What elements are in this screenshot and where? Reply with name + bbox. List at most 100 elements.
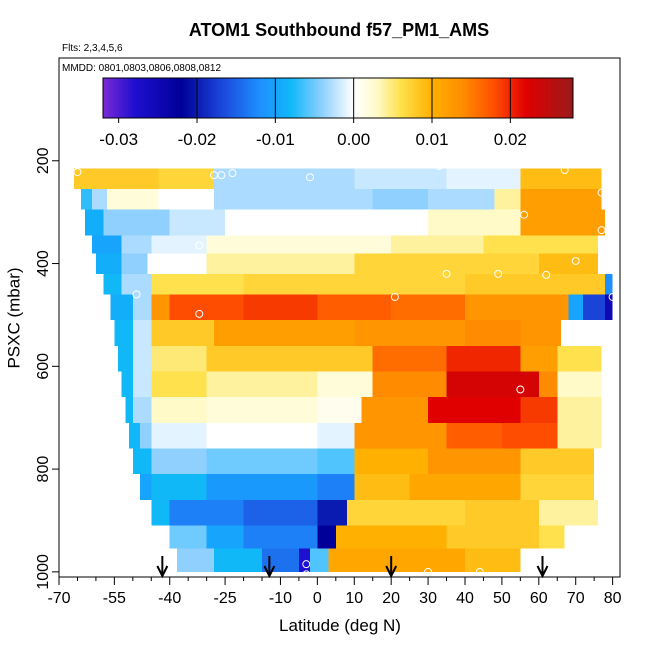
colorbar-swatch <box>380 78 384 118</box>
colorbar-swatch <box>123 78 127 118</box>
heatmap-cell <box>464 499 539 526</box>
heatmap-cell <box>206 345 373 372</box>
colorbar-swatch <box>365 78 369 118</box>
heatmap-cell <box>446 168 521 190</box>
heatmap-cell <box>243 499 318 526</box>
colorbar-swatch <box>168 78 172 118</box>
heatmap-cell <box>151 448 207 475</box>
colorbar-swatch <box>535 78 539 118</box>
colorbar-swatch <box>518 78 522 118</box>
colorbar-swatch <box>513 78 517 118</box>
dates-label: MMDD: 0801,0803,0806,0808,0812 <box>62 63 221 74</box>
heatmap-cell <box>520 448 595 475</box>
heatmap-cell <box>73 168 159 190</box>
heatmap-cell <box>372 345 447 372</box>
colorbar-swatch <box>423 78 427 118</box>
colorbar-swatch <box>135 78 139 118</box>
colorbar-swatch <box>490 78 494 118</box>
colorbar-swatch <box>120 78 124 118</box>
sample-point <box>560 166 569 175</box>
heatmap-cell <box>464 273 606 295</box>
y-tick-label: 200 <box>35 147 52 174</box>
arrow-head <box>263 565 276 579</box>
colorbar-swatch <box>238 78 242 118</box>
heatmap-cell <box>177 548 215 572</box>
heatmap-cell <box>206 525 244 549</box>
colorbar-swatch <box>353 78 357 118</box>
heatmap-cell <box>206 235 392 254</box>
colorbar-swatch <box>415 78 419 118</box>
colorbar-swatch <box>215 78 219 118</box>
heatmap-cell <box>520 209 606 236</box>
heatmap-cell <box>317 209 429 236</box>
heatmap-cell <box>538 371 558 398</box>
heatmap-cell <box>140 474 152 500</box>
colorbar-swatch <box>278 78 282 118</box>
colorbar-swatch <box>470 78 474 118</box>
colorbar-swatch <box>400 78 404 118</box>
x-tick-label: 60 <box>530 590 548 607</box>
colorbar-swatch <box>545 78 549 118</box>
colorbar-swatch <box>340 78 344 118</box>
colorbar-swatch <box>143 78 147 118</box>
x-tick-label: -40 <box>158 590 181 607</box>
chart-title: ATOM1 Southbound f57_PM1_AMS <box>189 20 489 40</box>
colorbar-swatch <box>295 78 299 118</box>
heatmap-cell <box>317 371 373 398</box>
colorbar-swatch <box>115 78 119 118</box>
colorbar-swatch <box>328 78 332 118</box>
colorbar-swatch <box>460 78 464 118</box>
colorbar-swatch <box>425 78 429 118</box>
colorbar-swatch <box>408 78 412 118</box>
colorbar-swatch <box>283 78 287 118</box>
colorbar-swatch <box>158 78 162 118</box>
colorbar-swatch <box>110 78 114 118</box>
colorbar-tick-label: -0.03 <box>99 130 138 149</box>
colorbar-swatch <box>173 78 177 118</box>
heatmap-cell <box>557 371 602 398</box>
colorbar-swatch <box>148 78 152 118</box>
colorbar-swatch <box>205 78 209 118</box>
sample-point <box>435 161 444 170</box>
heatmap-cell <box>151 422 207 449</box>
colorbar-swatch <box>483 78 487 118</box>
heatmap-cell <box>206 397 318 423</box>
heatmap-cell <box>538 525 565 549</box>
heatmap-cell <box>129 422 141 449</box>
heatmap-cell <box>158 168 215 190</box>
heatmap-cell <box>151 345 207 372</box>
heatmap-cell <box>132 397 152 423</box>
colorbar-swatch <box>163 78 167 118</box>
colorbar-swatch <box>428 78 432 118</box>
heatmap-cell <box>346 499 465 526</box>
colorbar-swatch <box>125 78 129 118</box>
colorbar-swatch <box>323 78 327 118</box>
sample-point <box>73 168 82 177</box>
heatmap-cell <box>391 235 484 254</box>
colorbar-swatch <box>333 78 337 118</box>
x-tick-label: -10 <box>269 590 292 607</box>
heatmap-cell <box>132 371 152 398</box>
heatmap-cell <box>261 548 299 572</box>
heatmap-cell <box>151 273 244 295</box>
heatmap-cell <box>520 548 532 572</box>
colorbar-swatch <box>533 78 537 118</box>
colorbar-swatch <box>478 78 482 118</box>
colorbar-swatch <box>405 78 409 118</box>
colorbar-swatch <box>378 78 382 118</box>
heatmap-cell <box>298 548 310 572</box>
colorbar-swatch <box>260 78 264 118</box>
colorbar-swatch <box>103 78 107 118</box>
heatmap-cell <box>446 525 539 549</box>
colorbar-swatch <box>548 78 552 118</box>
colorbar-swatch <box>293 78 297 118</box>
colorbar-swatch <box>455 78 459 118</box>
x-tick-label: 40 <box>456 590 474 607</box>
heatmap-cell <box>317 499 347 526</box>
colorbar-swatch <box>310 78 314 118</box>
colorbar-swatch <box>543 78 547 118</box>
y-axis-label: PSXC (mbar) <box>4 267 23 368</box>
heatmap-cell <box>361 397 429 423</box>
heatmap-cell <box>81 189 93 210</box>
heatmap-cell <box>151 371 207 398</box>
